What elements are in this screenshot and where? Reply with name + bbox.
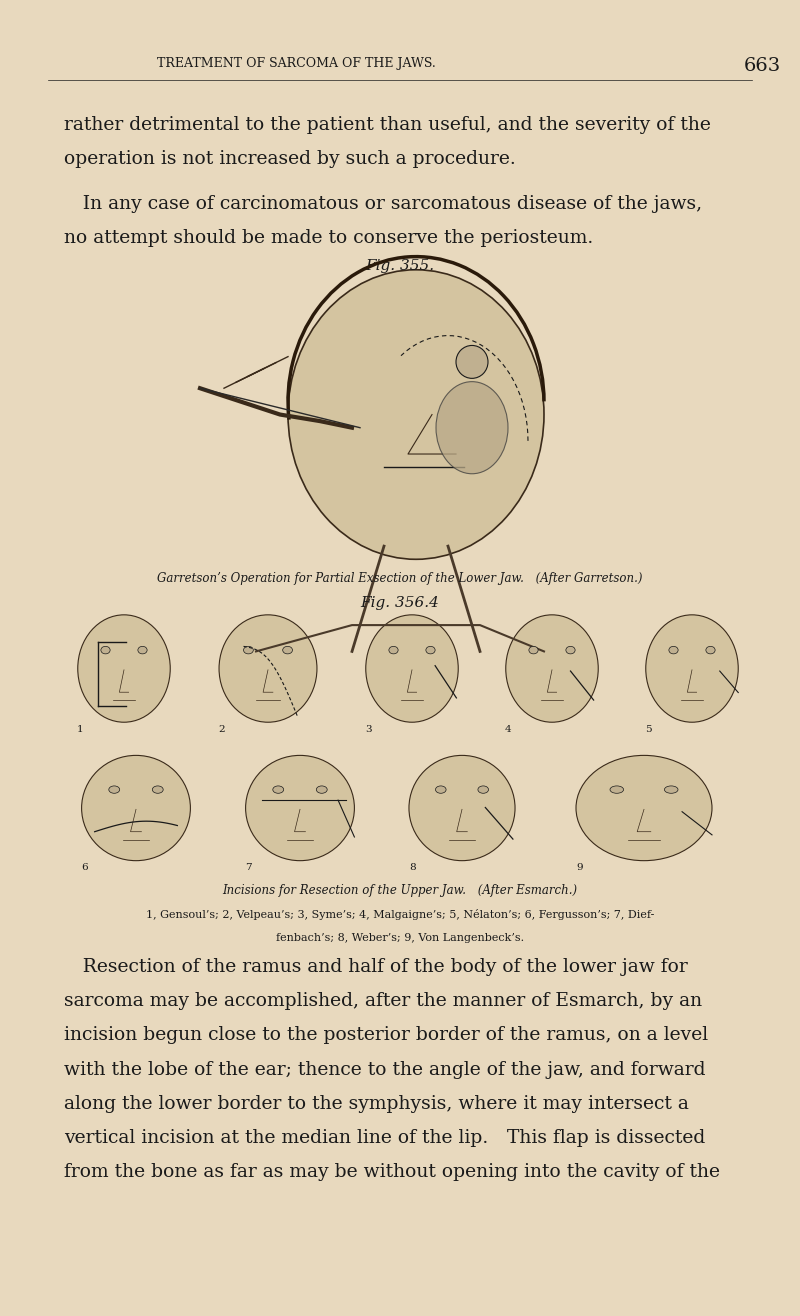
Text: operation is not increased by such a procedure.: operation is not increased by such a pro… bbox=[64, 150, 516, 168]
Ellipse shape bbox=[243, 646, 254, 654]
Text: 663: 663 bbox=[744, 57, 782, 75]
Text: from the bone as far as may be without opening into the cavity of the: from the bone as far as may be without o… bbox=[64, 1163, 720, 1182]
Text: sarcoma may be accomplished, after the manner of Esmarch, by an: sarcoma may be accomplished, after the m… bbox=[64, 992, 702, 1011]
Ellipse shape bbox=[219, 615, 317, 722]
Ellipse shape bbox=[529, 646, 538, 654]
Text: In any case of carcinomatous or sarcomatous disease of the jaws,: In any case of carcinomatous or sarcomat… bbox=[64, 195, 702, 212]
Text: incision begun close to the posterior border of the ramus, on a level: incision begun close to the posterior bo… bbox=[64, 1026, 708, 1045]
Ellipse shape bbox=[152, 786, 163, 794]
Text: 1, Gensoul’s; 2, Velpeau’s; 3, Syme’s; 4, Malgaigne’s; 5, Nélaton’s; 6, Fergusso: 1, Gensoul’s; 2, Velpeau’s; 3, Syme’s; 4… bbox=[146, 909, 654, 920]
Ellipse shape bbox=[82, 755, 190, 861]
Ellipse shape bbox=[426, 646, 435, 654]
Text: no attempt should be made to conserve the periosteum.: no attempt should be made to conserve th… bbox=[64, 229, 594, 246]
Text: 1: 1 bbox=[77, 725, 84, 734]
Text: 5: 5 bbox=[645, 725, 652, 734]
Ellipse shape bbox=[282, 646, 293, 654]
Ellipse shape bbox=[706, 646, 715, 654]
Ellipse shape bbox=[435, 786, 446, 794]
Text: Garretson’s Operation for Partial Exsection of the Lower Jaw. (After Garretson.): Garretson’s Operation for Partial Exsect… bbox=[158, 572, 642, 586]
Text: 3: 3 bbox=[365, 725, 372, 734]
Ellipse shape bbox=[273, 786, 284, 794]
Ellipse shape bbox=[566, 646, 575, 654]
Text: 8: 8 bbox=[409, 863, 415, 873]
Ellipse shape bbox=[316, 786, 327, 794]
Text: rather detrimental to the patient than useful, and the severity of the: rather detrimental to the patient than u… bbox=[64, 116, 711, 134]
Ellipse shape bbox=[665, 786, 678, 794]
Text: 7: 7 bbox=[246, 863, 252, 873]
Ellipse shape bbox=[506, 615, 598, 722]
Text: 9: 9 bbox=[577, 863, 583, 873]
Ellipse shape bbox=[409, 755, 515, 861]
Ellipse shape bbox=[78, 615, 170, 722]
Text: vertical incision at the median line of the lip. This flap is dissected: vertical incision at the median line of … bbox=[64, 1129, 706, 1148]
Text: along the lower border to the symphysis, where it may intersect a: along the lower border to the symphysis,… bbox=[64, 1095, 689, 1113]
Text: fenbach’s; 8, Weber’s; 9, Von Langenbeck’s.: fenbach’s; 8, Weber’s; 9, Von Langenbeck… bbox=[276, 933, 524, 944]
Ellipse shape bbox=[138, 646, 147, 654]
Text: Resection of the ramus and half of the body of the lower jaw for: Resection of the ramus and half of the b… bbox=[64, 958, 688, 976]
Text: Fig. 356.4: Fig. 356.4 bbox=[361, 596, 439, 611]
Ellipse shape bbox=[366, 615, 458, 722]
Text: Incisions for Resection of the Upper Jaw. (After Esmarch.): Incisions for Resection of the Upper Jaw… bbox=[222, 884, 578, 898]
Ellipse shape bbox=[669, 646, 678, 654]
Ellipse shape bbox=[576, 755, 712, 861]
Ellipse shape bbox=[478, 786, 489, 794]
Text: with the lobe of the ear; thence to the angle of the jaw, and forward: with the lobe of the ear; thence to the … bbox=[64, 1061, 706, 1079]
Ellipse shape bbox=[646, 615, 738, 722]
Text: 2: 2 bbox=[218, 725, 226, 734]
Ellipse shape bbox=[101, 646, 110, 654]
Text: 4: 4 bbox=[505, 725, 512, 734]
Text: Fig. 355.: Fig. 355. bbox=[366, 259, 434, 274]
Text: TREATMENT OF SARCOMA OF THE JAWS.: TREATMENT OF SARCOMA OF THE JAWS. bbox=[157, 57, 435, 70]
Ellipse shape bbox=[246, 755, 354, 861]
Text: 6: 6 bbox=[82, 863, 88, 873]
Ellipse shape bbox=[456, 345, 488, 379]
Ellipse shape bbox=[109, 786, 120, 794]
Ellipse shape bbox=[288, 270, 544, 559]
Ellipse shape bbox=[436, 382, 508, 474]
Ellipse shape bbox=[610, 786, 624, 794]
Ellipse shape bbox=[389, 646, 398, 654]
